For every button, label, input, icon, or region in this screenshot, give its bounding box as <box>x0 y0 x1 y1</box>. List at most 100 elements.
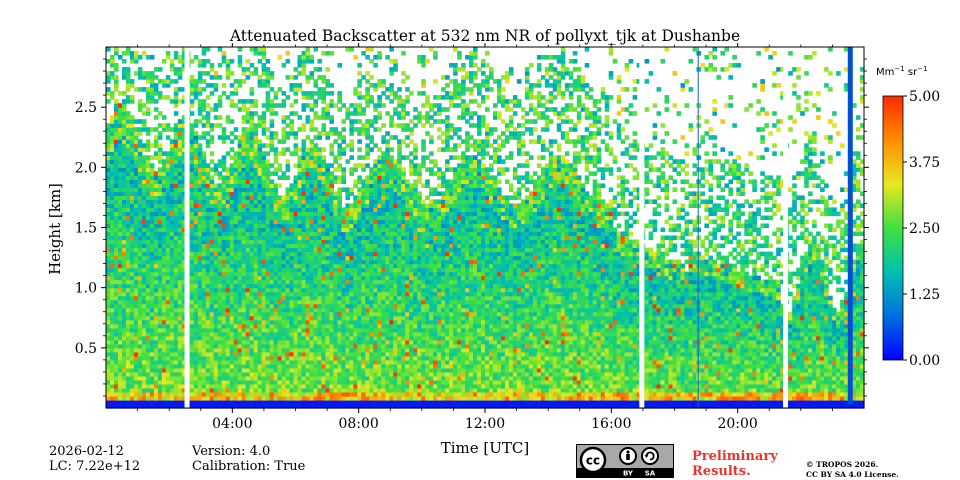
data-gap <box>184 47 190 408</box>
heatmap-column <box>209 63 215 409</box>
heatmap-column <box>249 47 255 409</box>
heatmap-column <box>816 91 821 409</box>
heatmap-column <box>449 63 454 409</box>
heatmap-column <box>568 59 574 409</box>
heatmap-column <box>289 75 295 409</box>
heatmap-column <box>808 55 813 409</box>
heatmap-column <box>676 111 682 409</box>
heatmap-column <box>588 87 594 409</box>
heatmap-column <box>169 59 175 409</box>
heatmap-column <box>345 47 350 409</box>
heatmap-column <box>118 55 123 409</box>
heatmap-column <box>852 103 857 409</box>
heatmap-column <box>485 51 490 409</box>
heatmap-column <box>656 87 662 409</box>
heatmap-column <box>122 51 127 409</box>
heatmap-column <box>493 79 498 409</box>
heatmap-column <box>429 47 434 409</box>
heatmap-column <box>297 55 303 409</box>
heatmap-column <box>592 99 598 409</box>
heatmap-column <box>844 47 849 409</box>
heatmap-column <box>197 59 203 409</box>
heatmap-column <box>648 71 654 409</box>
colorbar-unit: Mm−1 sr−1 <box>876 65 928 78</box>
footer-date: 2026-02-12 <box>49 444 124 459</box>
heatmap-column <box>516 79 522 409</box>
heatmap-column <box>469 51 474 409</box>
heatmap-column <box>381 79 386 409</box>
x-tick-label: 04:00 <box>212 416 252 432</box>
heatmap-column <box>712 47 717 409</box>
heatmap-column <box>133 51 139 409</box>
heatmap-column <box>273 91 279 409</box>
heatmap-column <box>129 51 135 409</box>
heatmap-column <box>301 51 307 409</box>
heatmap-column <box>564 67 570 409</box>
heatmap-column <box>584 47 590 409</box>
heatmap-column <box>193 55 199 409</box>
heatmap-column <box>520 107 526 409</box>
copyright-notice: © TROPOS 2026. CC BY SA 4.0 License. <box>806 460 899 479</box>
heatmap-column <box>508 67 514 409</box>
heatmap-column <box>285 51 291 409</box>
heatmap-column <box>764 47 769 409</box>
heatmap-column <box>664 47 670 409</box>
heatmap-column <box>576 67 582 409</box>
colorbar-tick-label: 3.75 <box>909 155 940 171</box>
x-tick-label: 20:00 <box>717 416 757 432</box>
heatmap-column <box>253 47 259 409</box>
heatmap-column <box>465 55 470 409</box>
heatmap-column <box>477 67 482 409</box>
heatmap-column <box>792 67 797 409</box>
heatmap-column <box>353 55 358 409</box>
heatmap-column <box>684 79 690 409</box>
heatmap-column <box>700 63 705 409</box>
heatmap-column <box>265 59 271 409</box>
heatmap-column <box>616 75 622 409</box>
heatmap-column <box>106 47 111 409</box>
footer-calibration: Calibration: True <box>192 459 306 474</box>
heatmap-column <box>110 55 115 409</box>
heatmap-column <box>596 99 602 409</box>
heatmap-column <box>137 55 143 409</box>
heatmap-column <box>181 47 187 409</box>
heatmap-column <box>257 47 263 409</box>
y-tick-label: 0.5 <box>75 341 97 357</box>
heatmap-column <box>317 59 322 409</box>
colorbar-tick-label: 1.25 <box>909 287 940 303</box>
heatmap-column <box>221 51 227 409</box>
heatmap-column <box>504 71 510 409</box>
heatmap-column <box>804 55 809 409</box>
heatmap-column <box>600 87 606 409</box>
heatmap-column <box>225 59 231 409</box>
heatmap-column <box>409 91 414 409</box>
heatmap-column <box>636 63 642 409</box>
heatmap-column <box>524 67 530 409</box>
heatmap-column <box>369 47 374 409</box>
y-tick-label: 2.5 <box>75 100 97 116</box>
heatmap-column <box>233 79 239 409</box>
heatmap-column <box>177 55 183 409</box>
heatmap-column <box>489 67 494 409</box>
heatmap-column <box>540 55 546 409</box>
heatmap-column <box>237 47 243 409</box>
footer-version: Version: 4.0 <box>192 444 271 459</box>
x-tick-label: 16:00 <box>591 416 631 432</box>
heatmap-column <box>728 63 733 409</box>
heatmap-column <box>157 67 163 409</box>
heatmap-column <box>716 75 721 409</box>
heatmap-column <box>201 47 207 409</box>
heatmap-column <box>361 51 366 409</box>
heatmap-column <box>740 171 745 409</box>
data-gap <box>783 47 789 408</box>
heatmap-column <box>445 75 450 409</box>
heatmap-column <box>748 103 753 409</box>
heatmap-column <box>512 95 518 409</box>
footer-date-lc: 2026-02-12 LC: 7.22e+12 <box>49 444 140 474</box>
heatmap-column <box>417 55 422 409</box>
heatmap-column <box>532 83 538 409</box>
heatmap-column <box>620 87 626 409</box>
heatmap-column <box>732 55 737 409</box>
heatmap-column <box>760 79 765 409</box>
heatmap <box>106 47 865 409</box>
